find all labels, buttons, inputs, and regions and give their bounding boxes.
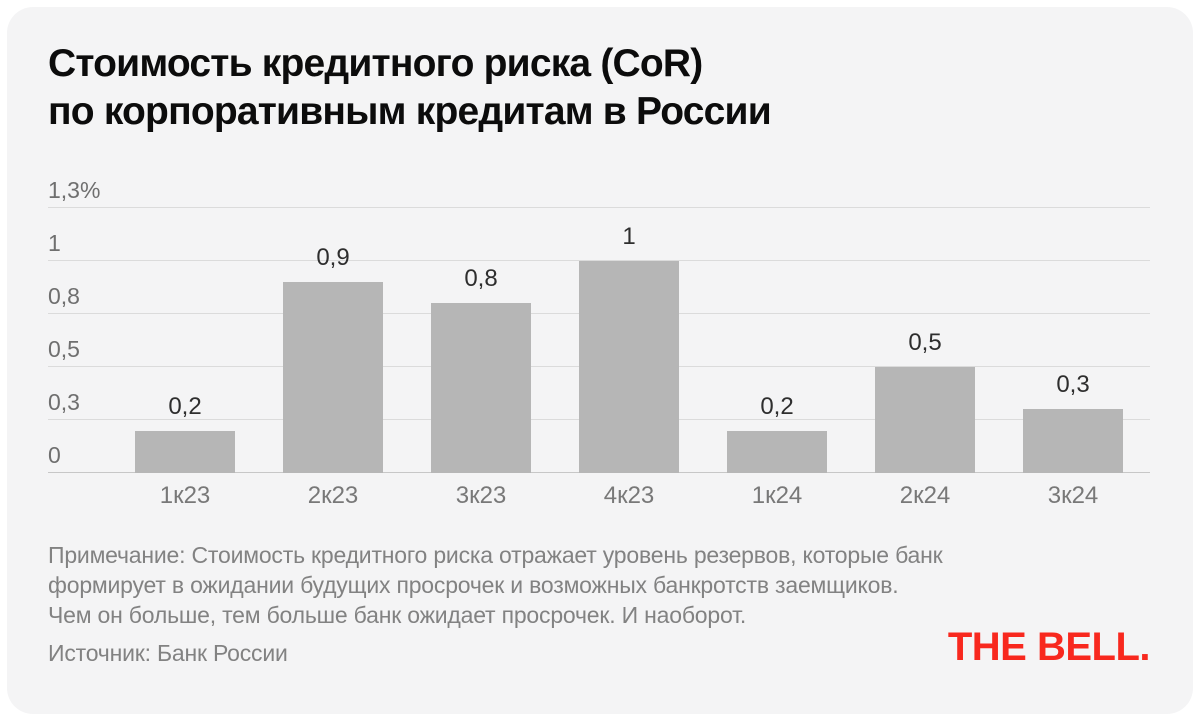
bar-value-label: 0,8: [464, 265, 498, 293]
x-axis-tick-label: 1к23: [159, 482, 211, 509]
bars-group: 0,2 0,9 0,8 1 0,2 0,5 0,3: [111, 208, 1147, 473]
bar-value-label: 0,2: [168, 392, 202, 420]
chart-title-line-2: по корпоративным кредитам в России: [48, 90, 772, 133]
bar-column: 0,3: [999, 372, 1147, 473]
bar: [1023, 409, 1123, 473]
note-line: Примечание: Стоимость кредитного риска о…: [48, 542, 943, 568]
bar-column: 0,8: [407, 266, 555, 473]
chart-title: Стоимость кредитного риска (CoR) по корп…: [48, 40, 772, 136]
gridline: [48, 260, 1150, 261]
bar: [727, 430, 827, 473]
x-axis-tick-label: 2к24: [899, 482, 951, 509]
chart-title-line-1: Стоимость кредитного риска (CoR): [48, 42, 703, 85]
x-axis-tick-label: 2к23: [307, 482, 359, 509]
y-axis-tick-label: 0,3: [48, 389, 80, 415]
bar-column: 1: [555, 224, 703, 473]
x-axis: 1к23 2к23 3к23 4к23 1к24 2к24 3к24: [111, 482, 1147, 510]
bar-column: 0,2: [703, 392, 851, 473]
bar: [135, 430, 235, 473]
bar-value-label: 0,9: [316, 244, 350, 272]
note-line: формирует в ожидании будущих просрочек и…: [48, 572, 899, 598]
bar-value-label: 0,5: [908, 329, 942, 356]
y-axis-tick-label: 1,3%: [48, 177, 101, 203]
the-bell-logo: THE BELL.: [947, 625, 1151, 669]
bar-column: 0,9: [259, 245, 407, 473]
bar-column: 0,5: [851, 330, 999, 473]
gridline: [48, 207, 1150, 208]
bar: [875, 367, 975, 473]
x-axis-tick-label: 3к23: [455, 482, 507, 509]
bar-column: 0,2: [111, 392, 259, 473]
bar: [431, 303, 531, 473]
bar-value-label: 1: [622, 223, 636, 250]
x-axis-tick-label: 1к24: [751, 482, 803, 509]
x-axis-tick-label: 3к24: [1047, 482, 1099, 509]
bar-value-label: 0,2: [760, 392, 794, 420]
bar: [283, 282, 383, 473]
note-text: Примечание: Стоимость кредитного риска о…: [48, 540, 943, 630]
y-axis-tick-label: 0,5: [48, 336, 80, 362]
x-axis-tick-label: 4к23: [603, 482, 655, 509]
note-line: Чем он больше, тем больше банк ожидает п…: [48, 602, 747, 628]
plot-area: 1,3% 1 0,8 0,5 0,3 0 0,2 0,9 0,8 1 0,2 0,5 0,3 1к23…: [48, 178, 1150, 509]
bar: [579, 261, 679, 473]
bar-value-label: 0,3: [1056, 371, 1090, 399]
y-axis-tick-label: 1: [48, 230, 61, 256]
y-axis-tick-label: 0,8: [48, 283, 80, 309]
source-text: Источник: Банк России: [48, 640, 288, 666]
y-axis-tick-label: 0: [48, 442, 61, 468]
